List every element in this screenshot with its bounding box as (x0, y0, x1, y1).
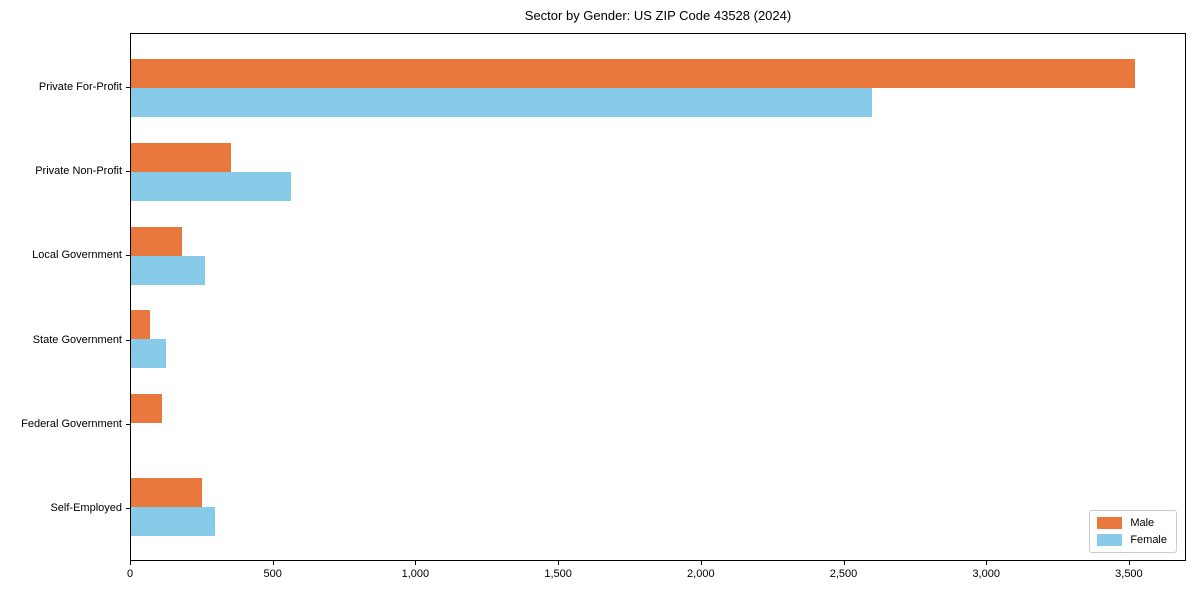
bar-male (131, 310, 151, 340)
x-tick-mark (130, 561, 131, 565)
y-tick-mark (126, 339, 130, 341)
bar-female (131, 171, 291, 201)
bar-female (131, 339, 167, 369)
y-tick-mark (126, 255, 130, 257)
x-tick-label: 1,500 (544, 568, 572, 580)
x-tick-label: 500 (263, 568, 282, 580)
bar-male (131, 394, 162, 424)
y-tick-mark (126, 171, 130, 173)
x-tick-mark (272, 561, 274, 565)
y-tick-label: Federal Government (21, 417, 122, 430)
x-tick-mark (700, 561, 702, 565)
legend: Male Female (1089, 510, 1177, 553)
x-tick-label: 2,000 (687, 568, 715, 580)
y-tick-label: Private Non-Profit (35, 165, 122, 178)
legend-label-male: Male (1130, 517, 1155, 529)
male-color-swatch (1097, 517, 1123, 529)
x-tick-label: 1,000 (401, 568, 430, 580)
bar-group-local-government (131, 214, 1185, 298)
x-tick-mark (415, 561, 417, 565)
bar-male (131, 142, 231, 172)
x-tick-mark (843, 561, 845, 565)
bar-group-self-employed (131, 465, 1185, 549)
y-tick-label: Private For-Profit (38, 81, 122, 94)
bar-female (131, 87, 872, 117)
bar-male (131, 58, 1136, 88)
bar-group-federal-government (131, 381, 1185, 465)
y-tick-label: State Government (32, 333, 122, 346)
y-tick-mark (126, 423, 130, 425)
bar-male (131, 478, 202, 508)
female-color-swatch (1097, 534, 1123, 546)
x-tick-label: 3,000 (972, 568, 1000, 580)
bar-group-private-for-profit (131, 46, 1185, 130)
bar-group-state-government (131, 297, 1185, 381)
x-tick-mark (1128, 561, 1130, 565)
x-tick-mark (558, 561, 560, 565)
x-tick-label: 2,500 (829, 568, 858, 580)
plot-area: Male Female (130, 33, 1186, 561)
y-tick-label: Self-Employed (50, 501, 122, 514)
bar-group-private-non-profit (131, 130, 1185, 214)
legend-label-female: Female (1130, 534, 1167, 546)
legend-item-male: Male (1097, 517, 1167, 529)
bar-female (131, 255, 206, 285)
x-tick-mark (986, 561, 988, 565)
bar-female (131, 507, 216, 537)
bars-container (131, 34, 1185, 560)
x-tick-label: 3,500 (1115, 568, 1143, 580)
legend-item-female: Female (1097, 534, 1167, 546)
x-tick-label: 0 (126, 568, 134, 580)
y-tick-mark (126, 507, 130, 509)
y-tick-label: Local Government (32, 249, 122, 262)
chart-title: Sector by Gender: US ZIP Code 43528 (202… (524, 8, 792, 23)
bar-male (131, 226, 182, 256)
y-tick-mark (126, 87, 130, 89)
